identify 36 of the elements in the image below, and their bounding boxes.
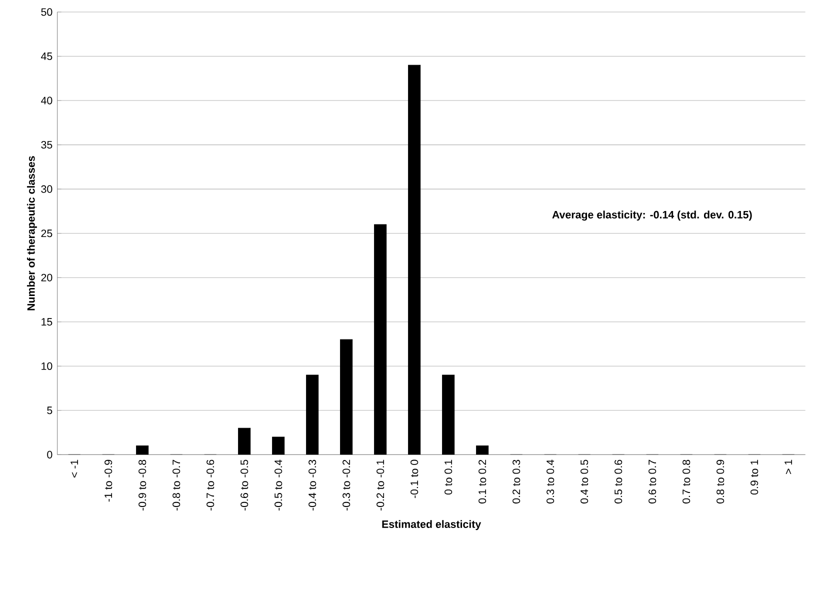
x-tick-label: 0.4 to 0.5 bbox=[580, 460, 588, 504]
x-tick-label: -0.2 to -0.1 bbox=[376, 460, 384, 510]
x-tick-label: > 1 bbox=[784, 460, 792, 474]
x-tick-label: -0.6 to -0.5 bbox=[240, 460, 248, 510]
x-tick-label: 0.7 to 0.8 bbox=[682, 460, 690, 504]
y-tick-label: 0 bbox=[47, 450, 52, 458]
x-axis-title: Estimated elasticity bbox=[382, 520, 482, 530]
x-tick-label: 0.9 to 1 bbox=[750, 460, 758, 495]
x-tick-label: < -1 bbox=[70, 460, 78, 478]
x-tick-label: 0.6 to 0.7 bbox=[648, 460, 656, 504]
y-tick-label: 10 bbox=[42, 362, 52, 370]
y-tick-label: 15 bbox=[42, 318, 52, 326]
y-tick-label: 30 bbox=[41, 185, 52, 193]
x-tick-label: 0.5 to 0.6 bbox=[614, 460, 622, 504]
x-tick-label: -0.8 to -0.7 bbox=[172, 460, 180, 510]
x-tick-label: -0.9 to -0.8 bbox=[138, 460, 146, 510]
x-tick-label: -0.4 to -0.3 bbox=[308, 460, 316, 510]
y-tick-label: 40 bbox=[41, 96, 52, 104]
y-tick-label: 5 bbox=[47, 406, 52, 414]
x-tick-label: 0 to 0.1 bbox=[444, 460, 452, 495]
x-tick-label: 0.1 to 0.2 bbox=[478, 460, 486, 504]
x-tick-label: -0.3 to -0.2 bbox=[342, 460, 350, 510]
x-tick-label: -0.7 to -0.6 bbox=[206, 460, 214, 510]
x-tick-label: 0.2 to 0.3 bbox=[512, 460, 520, 504]
x-tick-label: 0.3 to 0.4 bbox=[546, 460, 554, 504]
y-tick-label: 35 bbox=[41, 141, 52, 149]
y-tick-label: 20 bbox=[41, 274, 52, 282]
y-tick-label: 25 bbox=[41, 230, 52, 238]
y-tick-label: 45 bbox=[41, 52, 52, 60]
annotation: Average elasticity: -0.14 (std. dev. 0.15) bbox=[552, 210, 752, 221]
x-tick-label: -0.5 to -0.4 bbox=[274, 460, 282, 510]
x-tick-label: -0.1 to 0 bbox=[410, 460, 418, 498]
y-axis-title: Number of therapeutic classes bbox=[26, 156, 37, 310]
y-tick-label: 50 bbox=[41, 8, 52, 16]
x-tick-label: 0.8 to 0.9 bbox=[716, 460, 724, 504]
x-tick-label: -1 to -0.9 bbox=[104, 460, 112, 502]
